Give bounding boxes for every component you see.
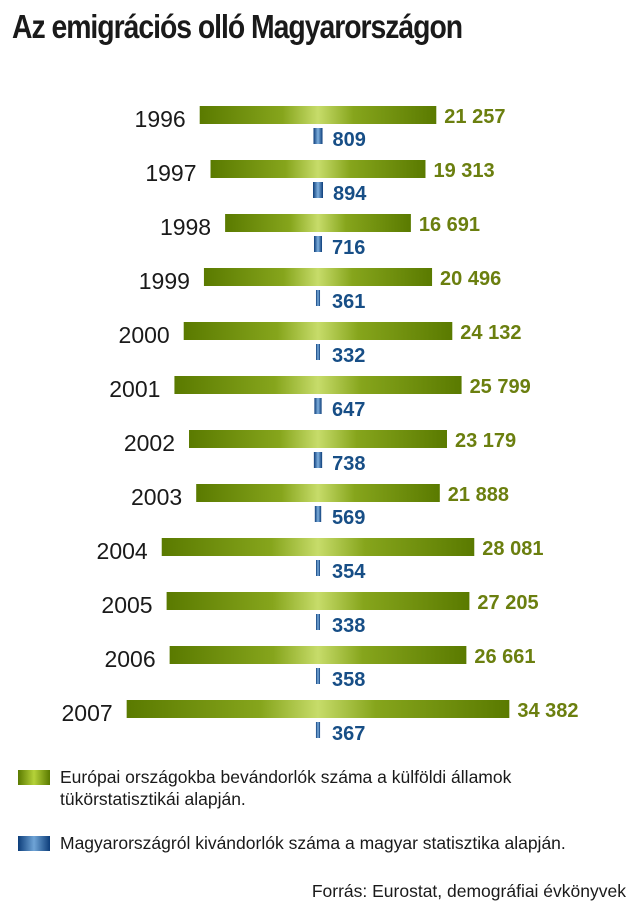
eu-value-label-2002: 23 179 — [455, 430, 516, 452]
year-label-1996: 1996 — [135, 106, 186, 132]
bar-eu-2003 — [196, 484, 440, 502]
legend-label-eu: Európai országokba bevándorlók száma a k… — [60, 767, 512, 809]
bar-eu-2006 — [169, 646, 467, 664]
year-label-2000: 2000 — [119, 322, 170, 348]
hu-value-label-2005: 338 — [332, 615, 365, 637]
hu-value-label-1998: 716 — [332, 237, 365, 259]
source-note: Forrás: Eurostat, demográfiai évkönyvek — [311, 881, 626, 901]
bar-hu-1999 — [315, 290, 321, 306]
year-label-1999: 1999 — [139, 268, 190, 294]
legend-item-hu: Magyarországról kivándorlók száma a magy… — [18, 832, 620, 854]
eu-value-label-2000: 24 132 — [460, 322, 521, 344]
bar-chart: 1996 21 257 809 1997 19 313 894 1998 16 691 716 1… — [61, 106, 579, 745]
hu-value-label-1997: 894 — [333, 183, 367, 205]
hu-value-label-1996: 809 — [333, 129, 366, 151]
bar-eu-2000 — [183, 322, 453, 340]
bar-eu-2004 — [161, 538, 475, 556]
eu-value-label-2005: 27 205 — [477, 592, 538, 614]
bar-hu-1996 — [313, 128, 323, 144]
legend-label-hu: Magyarországról kivándorlók száma a magy… — [60, 833, 566, 853]
hu-value-label-2004: 354 — [332, 561, 366, 583]
bar-hu-2007 — [315, 722, 321, 738]
bar-hu-2003 — [314, 506, 322, 522]
bar-hu-2002 — [313, 452, 323, 468]
year-label-2003: 2003 — [131, 484, 182, 510]
hu-value-label-2000: 332 — [332, 345, 365, 367]
year-label-2002: 2002 — [124, 430, 175, 456]
bar-eu-2001 — [174, 376, 462, 394]
bar-hu-1998 — [313, 236, 323, 252]
year-label-2004: 2004 — [97, 538, 148, 564]
eu-value-label-1998: 16 691 — [419, 214, 480, 236]
year-label-2007: 2007 — [61, 700, 112, 726]
legend-swatch-hu — [18, 836, 50, 851]
hu-value-label-2001: 647 — [332, 399, 365, 421]
legend-item-eu: Európai országokba bevándorlók száma a k… — [18, 766, 620, 810]
eu-value-label-1997: 19 313 — [433, 160, 494, 182]
bar-eu-2007 — [126, 700, 510, 718]
chart-title: Az emigrációs olló Magyarországon — [12, 8, 463, 45]
year-label-2005: 2005 — [101, 592, 152, 618]
bar-eu-1998 — [225, 214, 411, 232]
bar-hu-2005 — [316, 614, 320, 630]
year-label-2001: 2001 — [109, 376, 160, 402]
bar-hu-2001 — [314, 398, 322, 414]
eu-value-label-2006: 26 661 — [474, 646, 535, 668]
year-label-2006: 2006 — [104, 646, 155, 672]
bar-hu-1997 — [312, 182, 324, 198]
legend-swatch-eu — [18, 770, 50, 785]
year-label-1998: 1998 — [160, 214, 211, 240]
eu-value-label-2004: 28 081 — [482, 538, 543, 560]
bar-eu-2005 — [166, 592, 470, 610]
bar-hu-2006 — [315, 668, 321, 684]
year-label-1997: 1997 — [145, 160, 196, 186]
hu-value-label-2006: 358 — [332, 669, 365, 691]
eu-value-label-2003: 21 888 — [448, 484, 509, 506]
eu-value-label-1996: 21 257 — [444, 106, 505, 128]
eu-value-label-1999: 20 496 — [440, 268, 501, 290]
hu-value-label-2007: 367 — [332, 723, 365, 745]
bar-eu-1997 — [210, 160, 426, 178]
bar-eu-1996 — [199, 106, 437, 124]
hu-value-label-2003: 569 — [332, 507, 365, 529]
eu-value-label-2001: 25 799 — [470, 376, 531, 398]
hu-value-label-1999: 361 — [332, 291, 365, 313]
eu-value-label-2007: 34 382 — [517, 700, 578, 722]
bar-hu-2004 — [316, 560, 320, 576]
bar-eu-2002 — [189, 430, 447, 448]
bar-hu-2000 — [316, 344, 320, 360]
hu-value-label-2002: 738 — [332, 453, 365, 475]
bar-eu-1999 — [203, 268, 433, 286]
